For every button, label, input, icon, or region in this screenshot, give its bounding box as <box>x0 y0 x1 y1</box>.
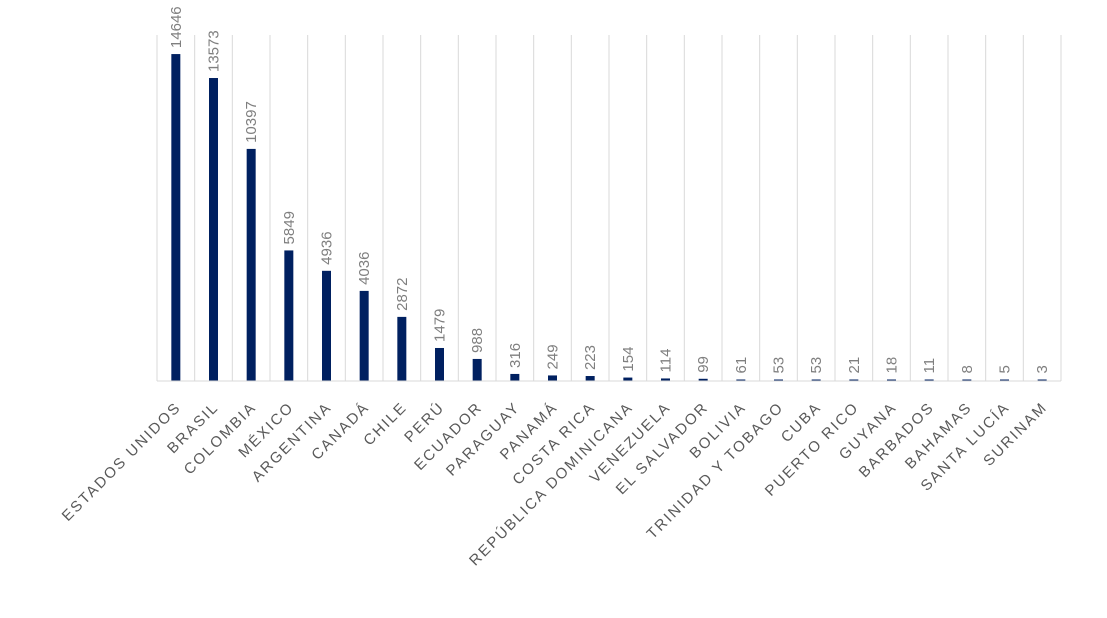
data-label: 223 <box>582 345 599 370</box>
data-label: 114 <box>658 349 675 373</box>
data-label: 13573 <box>206 30 223 72</box>
data-label: 18 <box>884 357 901 374</box>
data-label: 4036 <box>356 252 373 285</box>
data-label: 53 <box>771 357 788 374</box>
data-label: 1479 <box>432 309 449 342</box>
bar <box>435 347 444 381</box>
bar <box>246 148 256 381</box>
data-label: 10397 <box>243 101 260 143</box>
x-tick-label: ESTADOS UNIDOS <box>59 399 185 525</box>
bar <box>472 358 482 381</box>
data-label: 4936 <box>319 231 336 264</box>
bar <box>585 376 595 381</box>
bar <box>887 379 896 381</box>
data-label: 5 <box>997 365 1014 373</box>
bar <box>1037 379 1047 381</box>
data-label: 154 <box>620 347 637 372</box>
bar <box>209 78 218 381</box>
bar <box>849 379 859 381</box>
bar <box>548 375 557 381</box>
bar <box>397 316 407 381</box>
bar <box>924 379 934 381</box>
grid-lines <box>156 35 1062 381</box>
bar <box>774 379 783 381</box>
data-label: 249 <box>545 344 562 369</box>
data-label: 14646 <box>168 6 185 48</box>
bar <box>284 250 294 381</box>
bar <box>962 379 972 381</box>
bar <box>811 379 821 381</box>
bar <box>661 378 670 381</box>
bar-series <box>171 54 1047 382</box>
bar <box>359 290 369 381</box>
data-label: 99 <box>695 356 712 373</box>
data-label: 8 <box>959 365 976 373</box>
data-label: 3 <box>1034 365 1051 373</box>
data-label: 2872 <box>394 278 411 311</box>
data-label: 5849 <box>281 211 298 244</box>
bar <box>510 373 520 381</box>
data-label: 21 <box>846 357 863 374</box>
data-label: 53 <box>808 357 825 374</box>
bar <box>623 377 633 381</box>
x-axis-tick-labels: ESTADOS UNIDOSBRASILCOLOMBIAMÉXICOARGENT… <box>59 399 1051 570</box>
data-label: 61 <box>733 357 750 374</box>
data-label: 988 <box>469 328 486 353</box>
bar <box>1000 379 1009 381</box>
bar <box>698 378 708 381</box>
bar <box>736 379 746 381</box>
data-label: 316 <box>507 343 524 368</box>
bar <box>171 54 181 382</box>
data-label: 11 <box>921 358 938 374</box>
bar <box>322 270 331 381</box>
